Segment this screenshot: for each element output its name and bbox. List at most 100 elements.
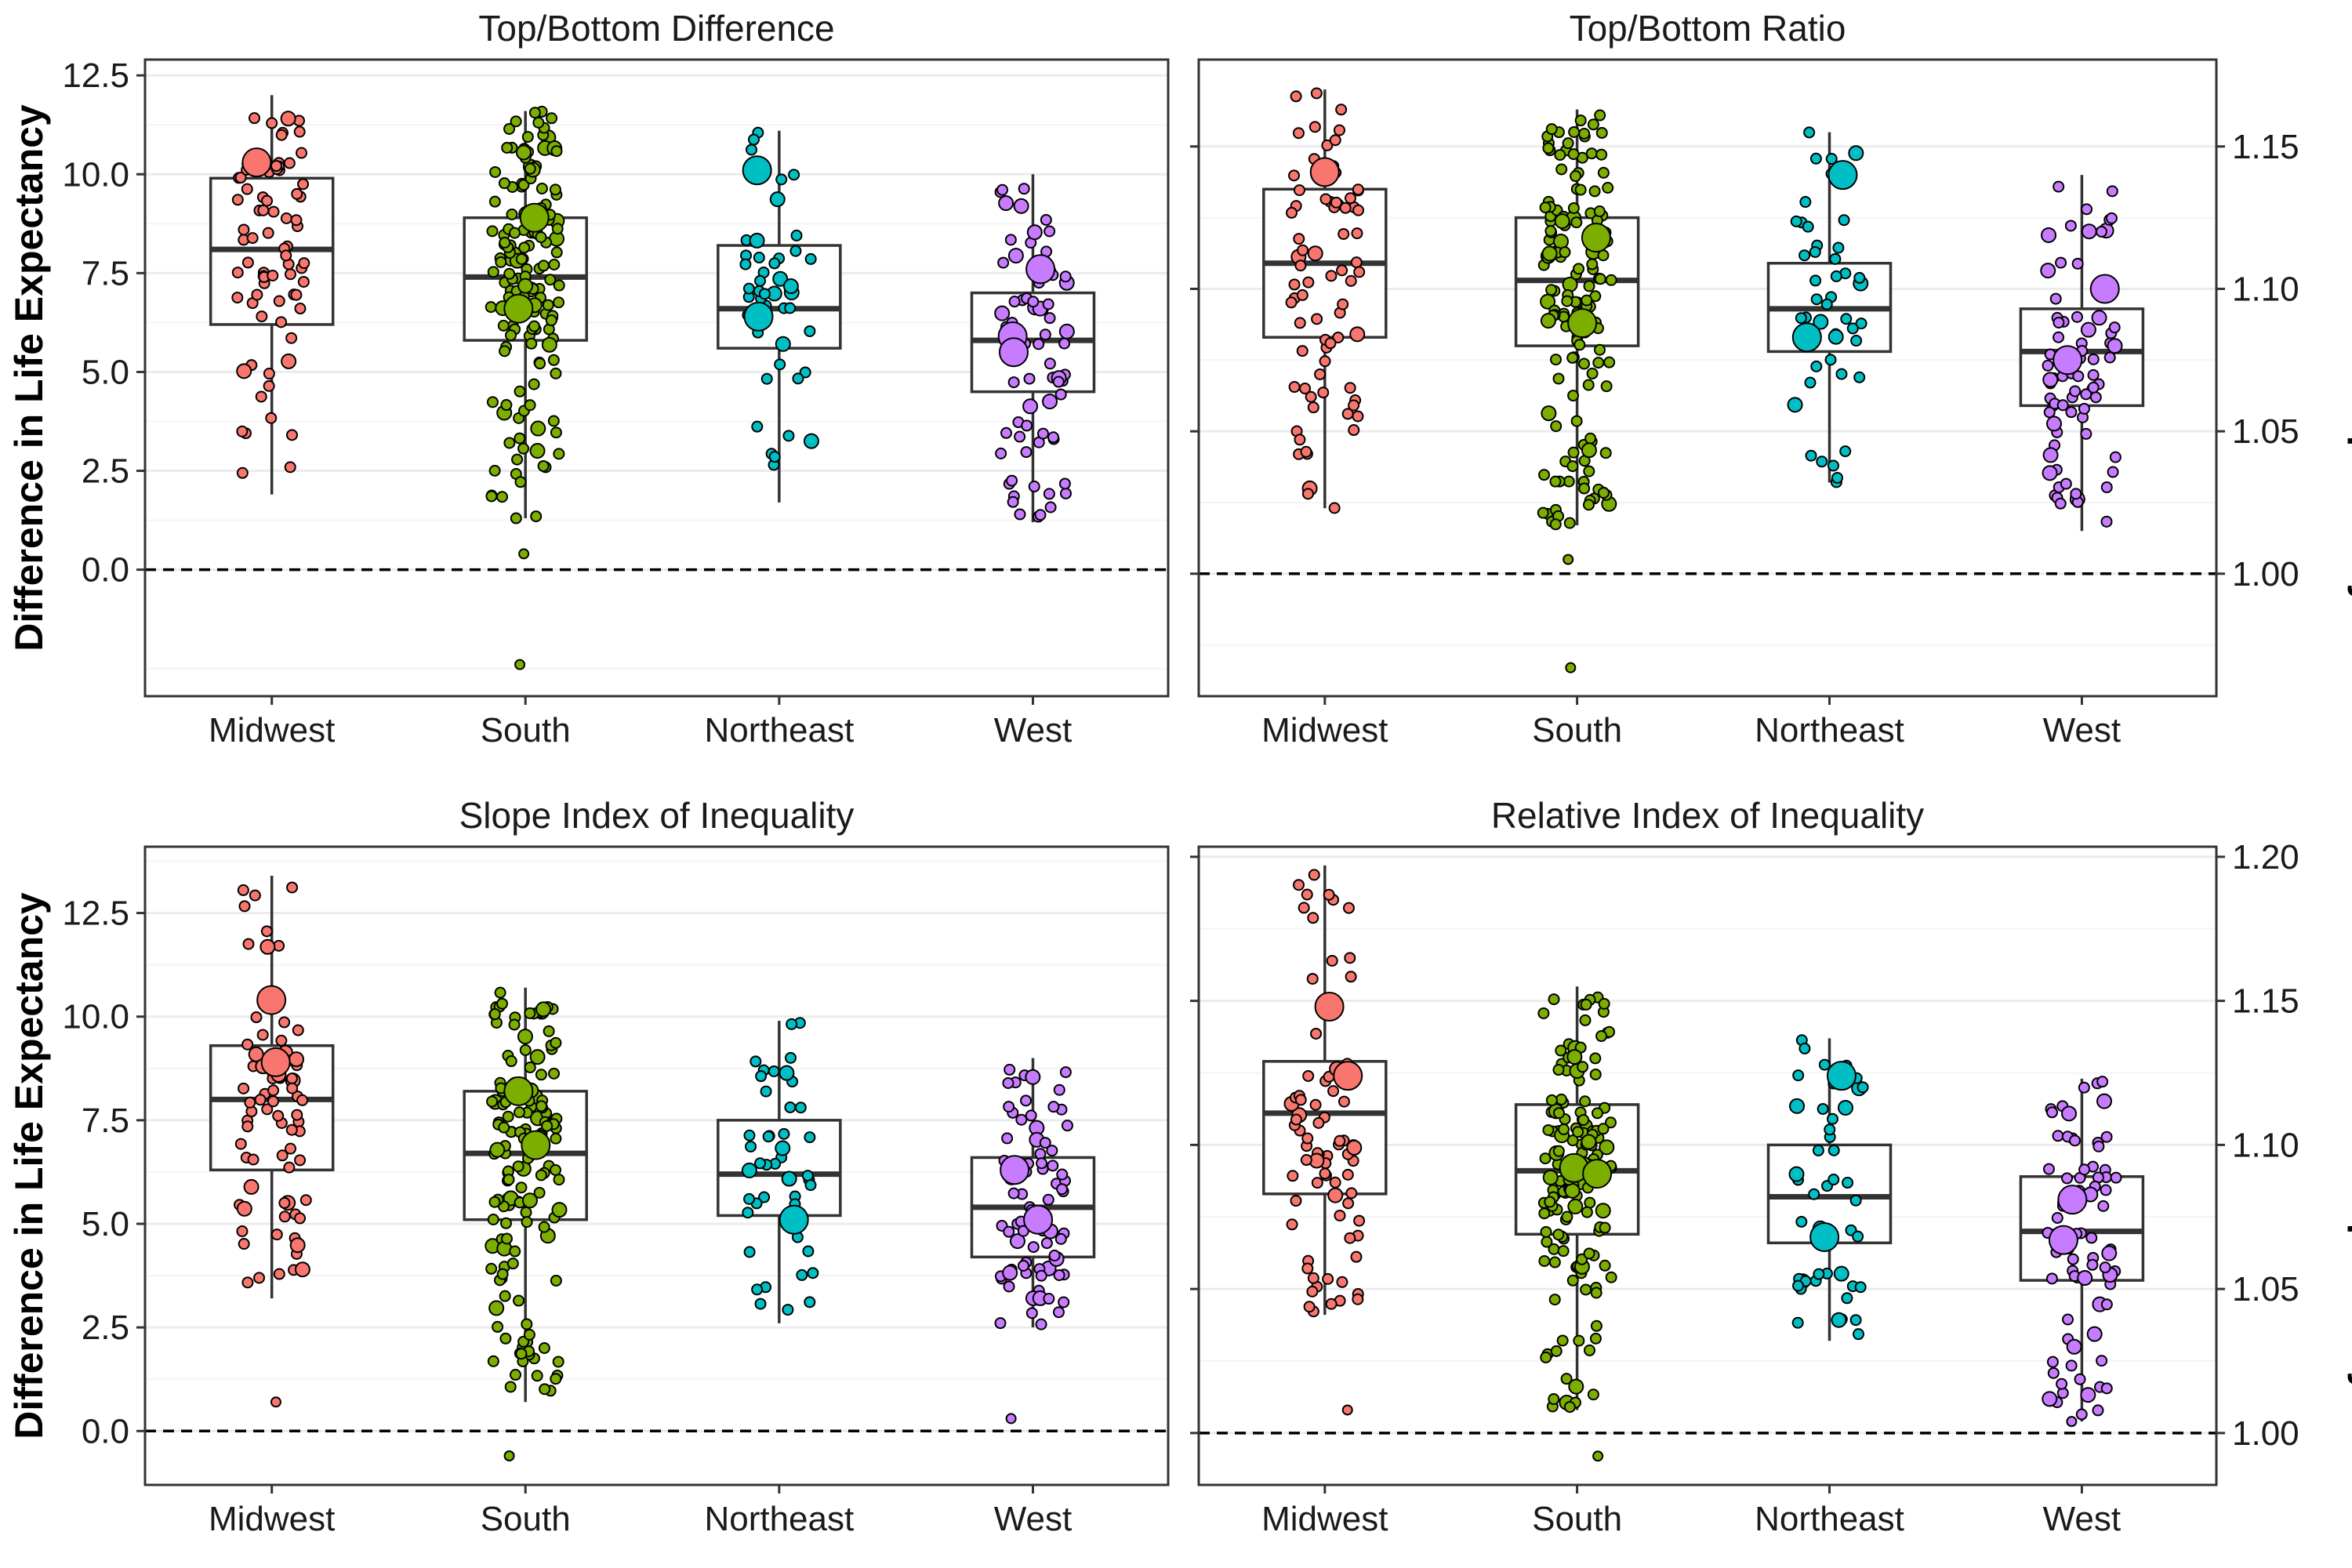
data-point bbox=[499, 1290, 511, 1302]
data-point bbox=[1567, 446, 1580, 459]
x-tick-label-midwest: Midwest bbox=[1261, 711, 1388, 750]
data-point bbox=[1307, 245, 1323, 262]
data-point bbox=[246, 232, 259, 245]
data-point bbox=[1561, 1210, 1573, 1223]
data-point bbox=[775, 336, 791, 352]
data-point bbox=[237, 884, 249, 896]
data-point bbox=[1058, 323, 1075, 339]
data-point bbox=[286, 1082, 299, 1094]
data-point bbox=[1288, 278, 1301, 291]
data-point bbox=[768, 257, 781, 270]
data-point bbox=[1795, 1215, 1808, 1228]
x-tick-label-west: West bbox=[2043, 711, 2121, 750]
data-point bbox=[2046, 1356, 2059, 1368]
data-point bbox=[2045, 416, 2062, 432]
data-point bbox=[1047, 431, 1060, 444]
data-point bbox=[2068, 1134, 2081, 1147]
data-point bbox=[1307, 912, 1319, 924]
data-point bbox=[257, 204, 270, 216]
data-point bbox=[241, 1038, 254, 1051]
data-point bbox=[1545, 123, 1558, 136]
data-point bbox=[775, 1140, 791, 1156]
large-data-point bbox=[521, 1130, 551, 1160]
data-point bbox=[294, 1212, 307, 1225]
data-point bbox=[1848, 145, 1864, 162]
data-point bbox=[550, 1373, 562, 1385]
data-point bbox=[550, 145, 563, 158]
data-point bbox=[997, 256, 1010, 269]
data-point bbox=[804, 1131, 816, 1144]
data-point bbox=[1555, 163, 1568, 176]
data-point bbox=[1292, 127, 1305, 140]
data-point bbox=[1336, 1276, 1348, 1288]
data-point bbox=[2080, 1387, 2096, 1403]
data-point bbox=[231, 267, 244, 279]
points-northeast bbox=[1787, 126, 1869, 488]
data-point bbox=[1798, 249, 1811, 262]
data-point bbox=[512, 1160, 524, 1173]
data-point bbox=[2054, 497, 2067, 510]
data-point bbox=[276, 1149, 289, 1162]
data-point bbox=[1849, 1314, 1862, 1327]
data-point bbox=[515, 252, 528, 265]
data-point bbox=[1828, 1144, 1840, 1156]
data-point bbox=[2071, 257, 2084, 270]
data-point bbox=[784, 1051, 797, 1064]
y-tick-label: 7.5 bbox=[82, 1102, 129, 1140]
data-point bbox=[234, 172, 247, 184]
data-point bbox=[2091, 310, 2107, 326]
data-point bbox=[290, 214, 303, 227]
data-point bbox=[547, 415, 560, 427]
outlier-point bbox=[518, 548, 530, 560]
data-point bbox=[1006, 474, 1018, 487]
data-point bbox=[2061, 1105, 2078, 1122]
data-point bbox=[1541, 245, 1558, 262]
x-tick-label-south: South bbox=[481, 1500, 571, 1538]
data-point bbox=[1539, 201, 1552, 214]
data-point bbox=[1009, 1233, 1025, 1250]
data-point bbox=[236, 425, 249, 437]
data-point bbox=[1324, 337, 1337, 350]
data-point bbox=[1035, 1269, 1047, 1282]
large-data-point bbox=[743, 301, 774, 332]
data-point bbox=[1841, 1292, 1853, 1305]
data-point bbox=[1307, 401, 1319, 414]
outlier-point bbox=[2066, 1416, 2078, 1428]
outlier-point bbox=[1563, 554, 1574, 565]
data-point bbox=[1810, 293, 1823, 306]
outlier-point bbox=[514, 659, 526, 670]
outlier-point bbox=[1005, 1413, 1017, 1425]
data-point bbox=[1054, 1232, 1067, 1245]
data-point bbox=[1580, 1283, 1592, 1296]
data-point bbox=[750, 1055, 762, 1068]
data-point bbox=[1046, 1145, 1058, 1157]
data-point bbox=[1570, 216, 1583, 229]
data-point bbox=[299, 1194, 312, 1207]
data-point bbox=[1059, 1066, 1072, 1079]
data-point bbox=[2071, 310, 2083, 323]
data-point bbox=[506, 209, 518, 221]
data-point bbox=[2087, 368, 2100, 381]
data-point bbox=[1311, 1177, 1323, 1189]
data-point bbox=[760, 372, 773, 385]
data-point bbox=[1044, 358, 1056, 370]
data-point bbox=[1294, 260, 1307, 272]
data-point bbox=[1599, 1259, 1611, 1272]
data-point bbox=[510, 115, 522, 128]
data-point bbox=[1561, 295, 1573, 307]
data-point bbox=[1838, 214, 1850, 227]
data-point bbox=[1590, 1287, 1602, 1299]
data-point bbox=[754, 274, 767, 287]
data-point bbox=[503, 437, 516, 449]
data-point bbox=[1321, 139, 1334, 151]
outlier-point bbox=[1341, 1404, 1353, 1416]
data-point bbox=[1312, 1116, 1325, 1129]
data-point bbox=[1310, 87, 1323, 100]
data-point bbox=[1574, 183, 1587, 196]
panel-border bbox=[1197, 845, 2218, 1486]
data-point bbox=[2056, 399, 2069, 412]
data-point bbox=[285, 429, 298, 441]
data-point bbox=[538, 1342, 550, 1355]
data-point bbox=[494, 986, 506, 999]
